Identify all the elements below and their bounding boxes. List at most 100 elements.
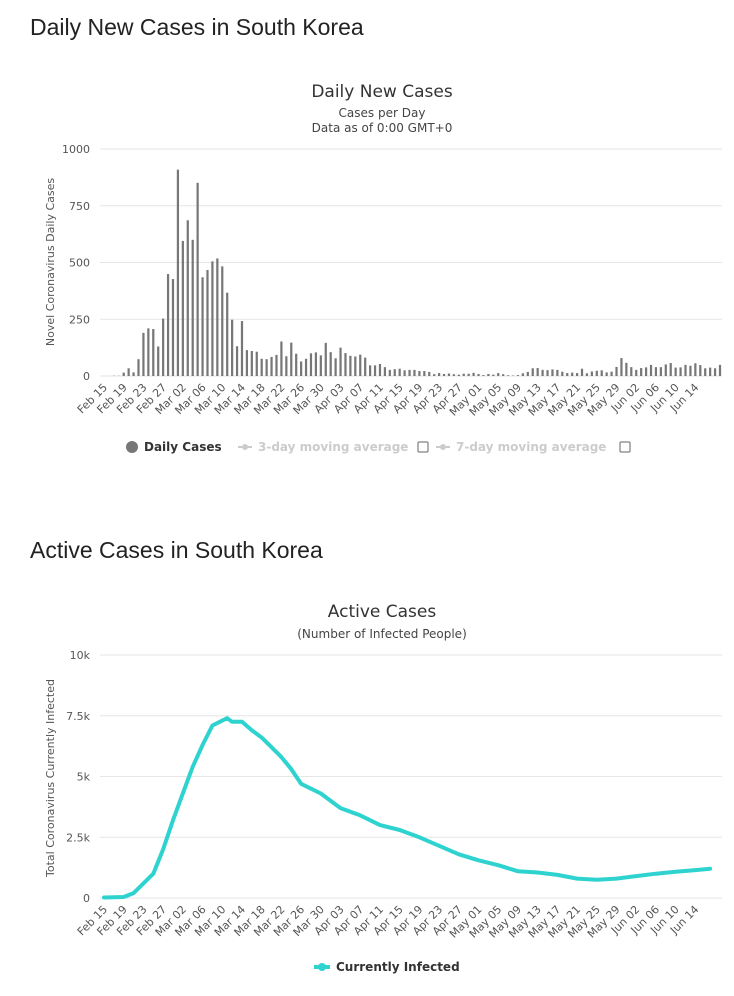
- daily-bar: [418, 371, 421, 376]
- daily-bar: [452, 374, 455, 376]
- daily-bar: [561, 371, 564, 376]
- legend-item-currently-infected[interactable]: Currently Infected: [314, 960, 460, 974]
- daily-bar: [171, 279, 175, 376]
- daily-bar: [610, 371, 613, 376]
- daily-bar: [245, 350, 249, 376]
- active-y-tick-label: 5k: [77, 771, 91, 784]
- daily-bar: [295, 353, 298, 376]
- daily-bar: [664, 364, 667, 376]
- daily-bar: [526, 371, 529, 376]
- daily-bar: [255, 351, 258, 376]
- daily-bar: [231, 319, 234, 376]
- daily-bar: [635, 369, 638, 376]
- legend-label: Daily Cases: [144, 440, 222, 454]
- daily-bar: [211, 261, 214, 376]
- daily-bar: [398, 368, 401, 376]
- daily-bar: [502, 374, 505, 376]
- daily-bar: [718, 364, 722, 376]
- daily-bar: [216, 258, 219, 376]
- active-y-tick-label: 0: [83, 892, 90, 905]
- daily-cases-chart: Daily New Cases Cases per Day Data as of…: [44, 82, 722, 454]
- daily-bar: [551, 369, 554, 376]
- daily-bar: [536, 368, 539, 376]
- daily-chart-subtitle-date: Data as of 0:00 GMT+0: [312, 121, 453, 135]
- daily-bar: [659, 367, 662, 376]
- daily-bar: [462, 373, 465, 376]
- daily-bar: [654, 367, 658, 376]
- legend-checkbox[interactable]: [619, 441, 631, 453]
- legend-dot-icon: [242, 444, 248, 450]
- daily-bar: [339, 347, 342, 376]
- legend-checkbox[interactable]: [417, 441, 429, 453]
- daily-bar: [590, 371, 593, 376]
- daily-bar: [137, 359, 140, 376]
- daily-bar: [334, 358, 337, 376]
- daily-bar: [181, 240, 184, 376]
- daily-bar: [713, 368, 717, 376]
- daily-bar: [235, 346, 239, 376]
- daily-bar: [580, 368, 584, 376]
- daily-bar: [615, 366, 618, 376]
- daily-bar: [186, 220, 189, 376]
- daily-bar: [201, 277, 204, 376]
- daily-bar: [600, 370, 603, 376]
- daily-bar: [649, 364, 653, 376]
- daily-bar: [122, 372, 125, 376]
- daily-bar: [324, 342, 327, 376]
- daily-bar: [472, 372, 475, 376]
- daily-bar: [595, 370, 598, 376]
- daily-bar: [506, 375, 510, 376]
- daily-bar: [309, 353, 313, 376]
- daily-bar: [349, 355, 352, 376]
- legend-item-3[interactable]: 7-day moving average: [436, 440, 606, 454]
- daily-y-tick-label: 250: [69, 313, 90, 326]
- daily-bar: [270, 356, 273, 376]
- daily-bar: [531, 368, 534, 376]
- daily-bar: [265, 359, 268, 376]
- daily-bar: [630, 367, 633, 376]
- daily-y-tick-label: 1000: [62, 143, 90, 156]
- daily-bar: [541, 369, 544, 376]
- daily-bar: [585, 373, 589, 376]
- daily-bar: [132, 372, 135, 376]
- daily-bar: [575, 373, 579, 376]
- active-section-heading: Active Cases in South Korea: [30, 537, 323, 563]
- daily-bar: [300, 361, 303, 376]
- daily-bar: [640, 368, 643, 376]
- legend-item-1[interactable]: Daily Cases: [126, 440, 222, 454]
- daily-bar: [157, 346, 160, 376]
- active-y-tick-label: 2.5k: [66, 831, 90, 844]
- daily-bar: [437, 373, 441, 376]
- daily-bar: [206, 269, 209, 376]
- daily-bar: [364, 357, 367, 376]
- daily-y-tick-label: 0: [83, 370, 90, 383]
- daily-bar: [674, 367, 677, 376]
- daily-bar: [369, 365, 372, 376]
- daily-bar: [319, 355, 322, 376]
- legend-item-2[interactable]: 3-day moving average: [238, 440, 408, 454]
- daily-bar: [166, 274, 170, 376]
- daily-bar: [447, 373, 451, 376]
- daily-bar: [196, 182, 199, 376]
- daily-bar: [684, 364, 687, 376]
- legend-label: Currently Infected: [336, 960, 460, 974]
- daily-bar: [388, 369, 391, 376]
- daily-bar: [275, 354, 278, 376]
- daily-bar: [280, 341, 283, 376]
- daily-bar: [250, 351, 253, 376]
- daily-bar: [694, 363, 697, 376]
- daily-y-tick-label: 500: [69, 257, 90, 270]
- daily-bar: [516, 375, 520, 376]
- daily-bar: [354, 356, 357, 376]
- daily-bar: [373, 365, 377, 376]
- daily-bar: [260, 358, 263, 376]
- legend-marker-icon: [126, 441, 138, 453]
- daily-bar: [689, 365, 692, 376]
- daily-bar: [147, 328, 150, 376]
- daily-bar: [304, 358, 308, 376]
- daily-bar: [492, 374, 495, 376]
- daily-bar: [482, 375, 485, 376]
- daily-bar: [393, 369, 396, 376]
- daily-bar: [477, 373, 480, 376]
- daily-bar: [152, 329, 155, 376]
